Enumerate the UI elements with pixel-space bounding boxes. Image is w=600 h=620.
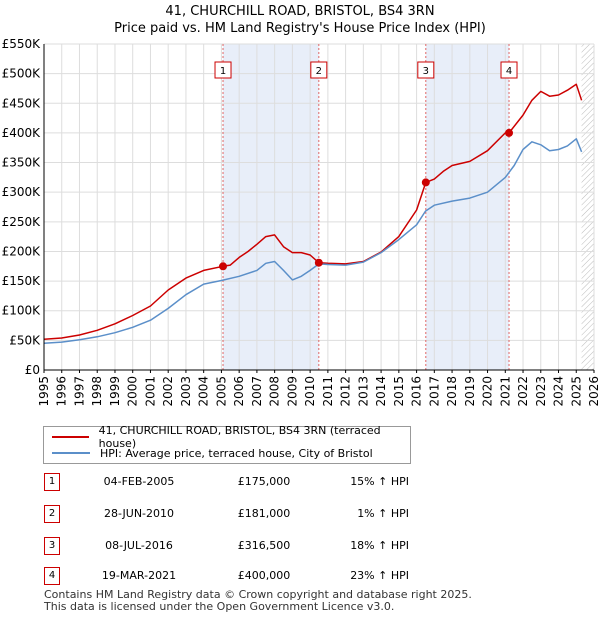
y-tick-label: £400K (2, 126, 42, 140)
x-tick-label: 1999 (108, 376, 122, 407)
transaction-number: 1 (44, 473, 60, 491)
x-tick-label: 2013 (356, 376, 370, 407)
transaction-date: 08-JUL-2016 (105, 539, 173, 552)
x-tick-label: 2012 (339, 376, 353, 407)
x-tick-label: 2020 (481, 376, 495, 407)
transaction-date: 04-FEB-2005 (103, 475, 175, 488)
transaction-number: 3 (44, 537, 60, 555)
x-tick-label: 2015 (392, 376, 406, 407)
y-tick-label: £50K (9, 333, 41, 347)
x-tick-label: 2018 (445, 376, 459, 407)
transaction-price: £175,000 (237, 475, 291, 488)
transaction-row: 1 04-FEB-2005 £175,000 15% ↑ HPI (44, 473, 444, 491)
legend-swatch-property (52, 436, 89, 438)
sale-point (314, 258, 323, 267)
y-tick-label: £0 (25, 363, 40, 377)
x-tick-label: 2021 (498, 376, 512, 407)
legend-item-property: 41, CHURCHILL ROAD, BRISTOL, BS4 3RN (te… (52, 424, 410, 450)
y-tick-label: £300K (2, 185, 42, 199)
transaction-hpi-diff: 18% ↑ HPI (350, 539, 409, 552)
transaction-marker-box (214, 61, 232, 79)
transaction-hpi-diff: 23% ↑ HPI (350, 569, 409, 582)
x-tick-label: 1997 (72, 376, 86, 407)
transaction-marker-label: 1 (220, 66, 226, 77)
x-tick-label: 2011 (321, 376, 335, 407)
x-tick-label: 2026 (587, 376, 600, 407)
y-tick-label: £150K (2, 274, 42, 288)
x-tick-label: 2008 (268, 376, 282, 407)
transaction-marker-label: 3 (423, 66, 429, 77)
chart-legend: 41, CHURCHILL ROAD, BRISTOL, BS4 3RN (te… (43, 424, 411, 464)
price-chart: 1 2 3 4 £0 £50K £100K £150K £200K £250K £300K £350… (2, 37, 600, 407)
transaction-row: 4 19-MAR-2021 £400,000 23% ↑ HPI (44, 567, 444, 585)
x-tick-label: 2023 (534, 376, 548, 407)
transaction-row: 3 08-JUL-2016 £316,500 18% ↑ HPI (44, 537, 444, 555)
y-tick-label: £550K (2, 37, 42, 51)
x-tick-label: 2001 (143, 376, 157, 407)
series-line-hpi (43, 138, 583, 345)
y-tick-label: £350K (2, 156, 42, 170)
chart-title-line-2: Price paid vs. HM Land Registry's House … (114, 21, 486, 36)
footer-licence: This data is licensed under the Open Gov… (44, 600, 395, 613)
series-line-property (43, 83, 583, 340)
x-tick-label: 2025 (569, 376, 583, 407)
x-tick-label: 2002 (161, 376, 175, 407)
transaction-number: 4 (44, 567, 60, 585)
x-tick-label: 2009 (285, 376, 299, 407)
transaction-row: 2 28-JUN-2010 £181,000 1% ↑ HPI (44, 505, 444, 523)
legend-label-property: 41, CHURCHILL ROAD, BRISTOL, BS4 3RN (te… (98, 424, 381, 450)
transaction-date: 28-JUN-2010 (103, 507, 175, 520)
transaction-price: £316,500 (237, 539, 291, 552)
x-tick-label: 2000 (126, 376, 140, 407)
transaction-marker-box (310, 61, 328, 79)
x-tick-label: 2010 (303, 376, 317, 407)
transaction-marker-box (417, 61, 435, 79)
x-tick-label: 1998 (90, 376, 104, 407)
transaction-marker-box (500, 61, 518, 79)
x-tick-label: 2022 (516, 376, 530, 407)
shaded-range (223, 44, 319, 370)
sale-point (421, 178, 430, 187)
chart-title-line-1: 41, CHURCHILL ROAD, BRISTOL, BS4 3RN (165, 4, 435, 19)
footer-copyright: Contains HM Land Registry data © Crown c… (44, 588, 472, 601)
x-tick-label: 1996 (55, 376, 69, 407)
transaction-price: £181,000 (237, 507, 291, 520)
transaction-marker-label: 2 (316, 66, 322, 77)
x-tick-label: 2019 (463, 376, 477, 407)
x-tick-label: 1995 (37, 376, 51, 407)
legend-item-hpi: HPI: Average price, terraced house, City… (52, 445, 373, 461)
x-tick-label: 2006 (232, 376, 246, 407)
y-tick-label: £500K (2, 67, 42, 81)
y-tick-label: £100K (2, 304, 42, 318)
transaction-hpi-diff: 15% ↑ HPI (350, 475, 409, 488)
x-tick-label: 2005 (214, 376, 228, 407)
transaction-price: £400,000 (237, 569, 291, 582)
sale-point (219, 262, 228, 271)
forecast-hatch (581, 44, 594, 370)
x-tick-label: 2024 (552, 376, 566, 407)
legend-label-hpi: HPI: Average price, terraced house, City… (100, 446, 373, 460)
x-tick-label: 2014 (374, 376, 388, 407)
transaction-marker-label: 4 (506, 66, 512, 77)
y-tick-label: £250K (2, 215, 42, 229)
y-tick-label: £450K (2, 96, 42, 110)
transaction-number: 2 (44, 505, 60, 523)
x-tick-label: 2007 (250, 376, 264, 407)
x-tick-label: 2003 (179, 376, 193, 407)
x-tick-label: 2017 (427, 376, 441, 407)
shaded-range (425, 44, 510, 370)
transaction-date: 19-MAR-2021 (101, 569, 177, 582)
x-tick-label: 2016 (410, 376, 424, 407)
x-tick-label: 2004 (197, 376, 211, 407)
sale-point (505, 128, 514, 137)
y-tick-label: £200K (2, 244, 42, 258)
legend-swatch-hpi (52, 452, 90, 454)
transaction-hpi-diff: 1% ↑ HPI (357, 507, 409, 520)
